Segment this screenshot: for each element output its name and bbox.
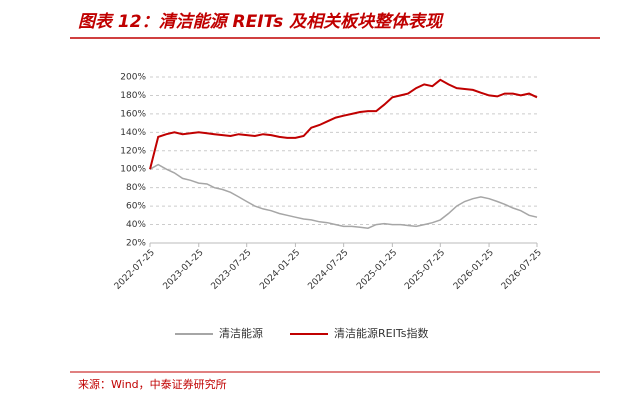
x-tick-label: 2025-07-25 (403, 248, 447, 292)
x-tick-label: 2023-01-25 (162, 248, 206, 292)
y-tick-label: 180% (120, 91, 146, 101)
x-tick-label: 2026-01-25 (452, 248, 496, 292)
x-tick-label: 2023-07-25 (210, 248, 254, 292)
series-line (149, 78, 538, 170)
legend-label: 清洁能源 (219, 326, 263, 340)
x-tick-label: 2026-07-25 (500, 248, 544, 292)
y-tick-label: 140% (120, 128, 146, 138)
series-line (149, 163, 538, 229)
y-tick-label: 120% (120, 146, 146, 156)
y-tick-label: 40% (126, 220, 146, 230)
source: 来源：Wind，中泰证券研究所 (78, 377, 227, 391)
x-tick-label: 2022-07-25 (113, 248, 157, 292)
y-tick-label: 80% (126, 183, 146, 193)
y-tick-label: 200% (120, 73, 146, 83)
x-tick-label: 2024-01-25 (258, 248, 302, 292)
x-tick-label: 2024-07-25 (306, 248, 350, 292)
x-tick-label: 2025-01-25 (355, 248, 399, 292)
y-tick-label: 60% (126, 202, 146, 212)
y-tick-label: 20% (126, 239, 146, 249)
y-tick-label: 100% (120, 165, 146, 175)
chart-title: 图表 12：清洁能源 REITs 及相关板块整体表现 (78, 12, 444, 32)
legend-label: 清洁能源REITs指数 (334, 326, 428, 340)
y-tick-label: 160% (120, 109, 146, 119)
